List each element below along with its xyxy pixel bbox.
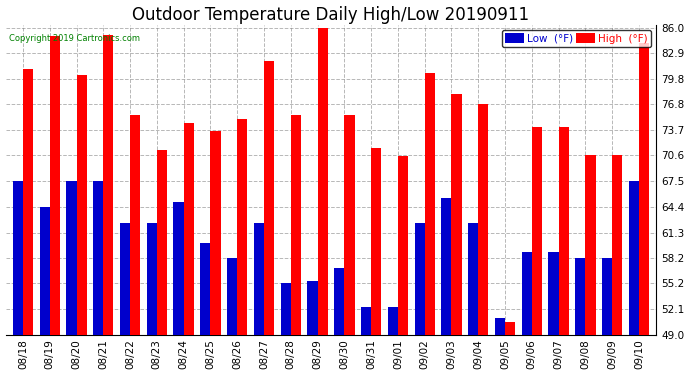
Bar bbox=[120, 223, 130, 335]
Bar bbox=[281, 283, 290, 335]
Bar bbox=[442, 198, 451, 335]
Bar bbox=[23, 69, 33, 335]
Bar bbox=[200, 243, 210, 335]
Bar bbox=[415, 223, 424, 335]
Bar bbox=[254, 223, 264, 335]
Bar bbox=[398, 156, 408, 335]
Bar bbox=[93, 181, 104, 335]
Bar bbox=[307, 281, 317, 335]
Bar bbox=[495, 318, 505, 335]
Bar bbox=[104, 35, 113, 335]
Legend: Low  (°F), High  (°F): Low (°F), High (°F) bbox=[502, 30, 651, 47]
Bar bbox=[130, 115, 140, 335]
Bar bbox=[290, 115, 301, 335]
Bar bbox=[184, 123, 194, 335]
Bar bbox=[66, 181, 77, 335]
Text: Copyright 2019 Cartronics.com: Copyright 2019 Cartronics.com bbox=[9, 34, 140, 44]
Bar bbox=[39, 207, 50, 335]
Bar bbox=[147, 223, 157, 335]
Bar bbox=[77, 75, 87, 335]
Bar bbox=[549, 252, 559, 335]
Bar bbox=[388, 308, 398, 335]
Bar bbox=[639, 42, 649, 335]
Bar bbox=[559, 127, 569, 335]
Bar bbox=[468, 223, 478, 335]
Bar bbox=[173, 202, 184, 335]
Bar bbox=[629, 181, 639, 335]
Bar bbox=[371, 148, 382, 335]
Bar bbox=[612, 155, 622, 335]
Bar bbox=[344, 115, 355, 335]
Bar bbox=[424, 73, 435, 335]
Bar bbox=[478, 104, 489, 335]
Bar bbox=[264, 61, 274, 335]
Bar bbox=[532, 127, 542, 335]
Title: Outdoor Temperature Daily High/Low 20190911: Outdoor Temperature Daily High/Low 20190… bbox=[132, 6, 529, 24]
Bar bbox=[522, 252, 532, 335]
Bar bbox=[602, 258, 612, 335]
Bar bbox=[210, 131, 221, 335]
Bar bbox=[237, 119, 248, 335]
Bar bbox=[13, 181, 23, 335]
Bar bbox=[361, 308, 371, 335]
Bar bbox=[334, 268, 344, 335]
Bar bbox=[157, 150, 167, 335]
Bar bbox=[227, 258, 237, 335]
Bar bbox=[317, 28, 328, 335]
Bar bbox=[575, 258, 585, 335]
Bar bbox=[505, 322, 515, 335]
Bar bbox=[451, 94, 462, 335]
Bar bbox=[50, 36, 60, 335]
Bar bbox=[585, 155, 595, 335]
